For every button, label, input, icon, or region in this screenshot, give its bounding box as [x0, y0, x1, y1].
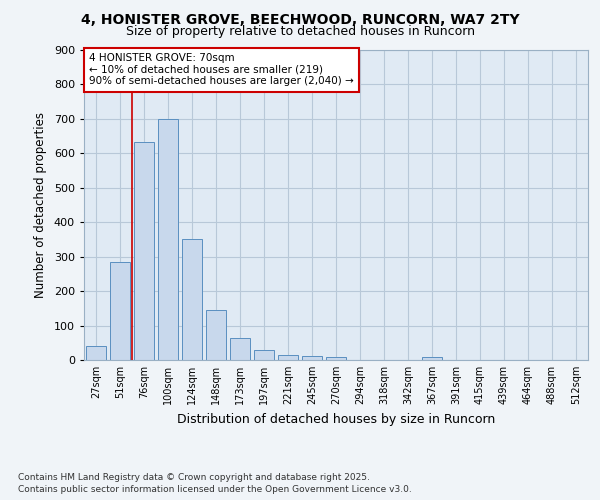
X-axis label: Distribution of detached houses by size in Runcorn: Distribution of detached houses by size …: [177, 412, 495, 426]
Bar: [134, 142, 154, 360]
Bar: [86, 346, 106, 360]
Bar: [278, 355, 298, 360]
Text: 4 HONISTER GROVE: 70sqm
← 10% of detached houses are smaller (219)
90% of semi-d: 4 HONISTER GROVE: 70sqm ← 10% of detache…: [89, 53, 354, 86]
Bar: [230, 338, 250, 360]
Text: Size of property relative to detached houses in Runcorn: Size of property relative to detached ho…: [125, 25, 475, 38]
Bar: [206, 310, 226, 360]
Bar: [158, 119, 178, 360]
Bar: [326, 356, 346, 360]
Text: 4, HONISTER GROVE, BEECHWOOD, RUNCORN, WA7 2TY: 4, HONISTER GROVE, BEECHWOOD, RUNCORN, W…: [80, 12, 520, 26]
Bar: [182, 240, 202, 360]
Bar: [422, 357, 442, 360]
Y-axis label: Number of detached properties: Number of detached properties: [34, 112, 47, 298]
Text: Contains HM Land Registry data © Crown copyright and database right 2025.: Contains HM Land Registry data © Crown c…: [18, 472, 370, 482]
Bar: [302, 356, 322, 360]
Text: Contains public sector information licensed under the Open Government Licence v3: Contains public sector information licen…: [18, 485, 412, 494]
Bar: [254, 350, 274, 360]
Bar: [110, 262, 130, 360]
